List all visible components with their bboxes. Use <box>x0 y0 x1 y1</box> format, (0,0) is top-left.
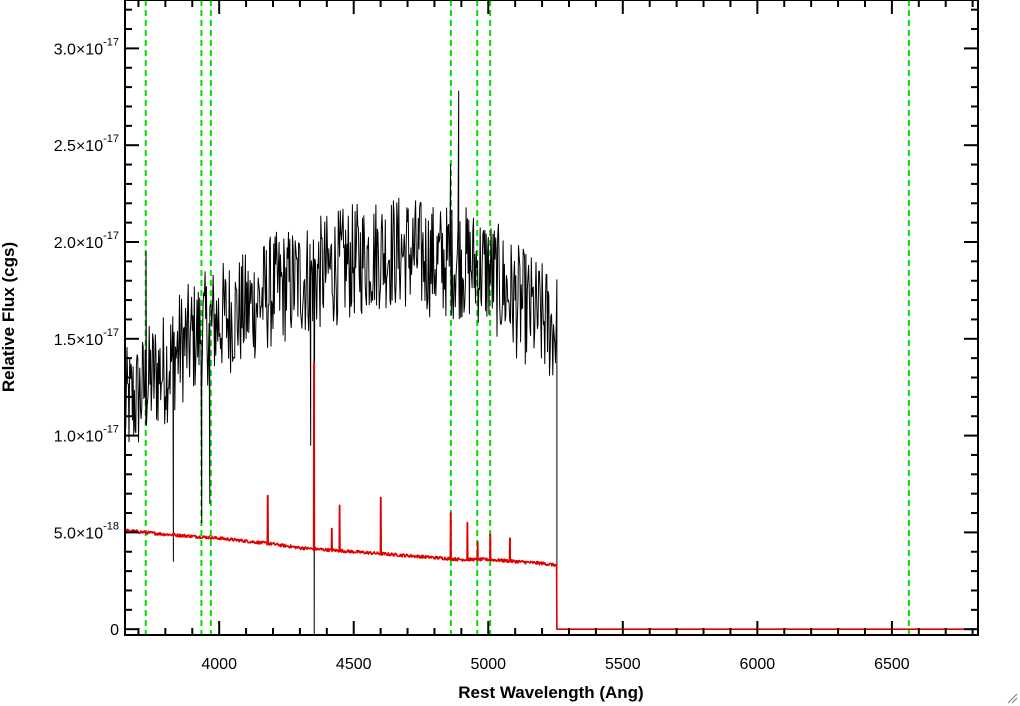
resize-grip-icon[interactable] <box>1006 692 1018 704</box>
y-axis-title: Relative Flux (cgs) <box>0 242 18 392</box>
y-tick-mantissa: 2.0×10 <box>54 235 103 252</box>
plot-frame <box>124 0 979 636</box>
series-1-line <box>124 90 558 636</box>
x-tick-label: 5500 <box>605 656 641 673</box>
guide-lines <box>144 0 910 635</box>
y-tick-mantissa: 1.0×10 <box>54 429 103 446</box>
y-tick-label: 5.0×10-18 <box>54 520 119 542</box>
y-tick-exponent: -17 <box>103 36 119 48</box>
y-tick-label: 1.0×10-17 <box>54 424 119 446</box>
y-tick-mantissa: 0 <box>110 622 119 639</box>
y-tick-exponent: -17 <box>103 230 119 242</box>
y-tick-label: 2.5×10-17 <box>54 133 119 155</box>
y-tick-mantissa: 5.0×10 <box>54 525 103 542</box>
y-tick-label: 1.5×10-17 <box>54 327 119 349</box>
y-tick-label: 3.0×10-17 <box>54 36 119 58</box>
x-tick-label: 6500 <box>874 656 910 673</box>
y-tick-exponent: -17 <box>103 424 119 436</box>
axes <box>124 0 979 636</box>
y-tick-mantissa: 2.5×10 <box>54 138 103 155</box>
x-tick-label: 4000 <box>201 656 237 673</box>
x-tick-label: 6000 <box>740 656 776 673</box>
series-2-line <box>124 361 978 630</box>
y-tick-exponent: -17 <box>103 133 119 145</box>
y-tick-label: 2.0×10-17 <box>54 230 119 252</box>
y-tick-label: 0 <box>110 622 119 639</box>
y-tick-mantissa: 1.5×10 <box>54 332 103 349</box>
x-tick-label: 5000 <box>470 656 506 673</box>
y-tick-mantissa: 3.0×10 <box>54 41 103 58</box>
tick-labels: 4000 4500 5000 5500 6000 6500 0 5.0×10-18 1.0×10… <box>54 36 910 673</box>
series-layer <box>124 90 978 636</box>
y-tick-exponent: -18 <box>103 520 119 532</box>
x-tick-label: 4500 <box>336 656 372 673</box>
x-axis-title: Rest Wavelength (Ang) <box>458 683 643 702</box>
y-tick-exponent: -17 <box>103 327 119 339</box>
